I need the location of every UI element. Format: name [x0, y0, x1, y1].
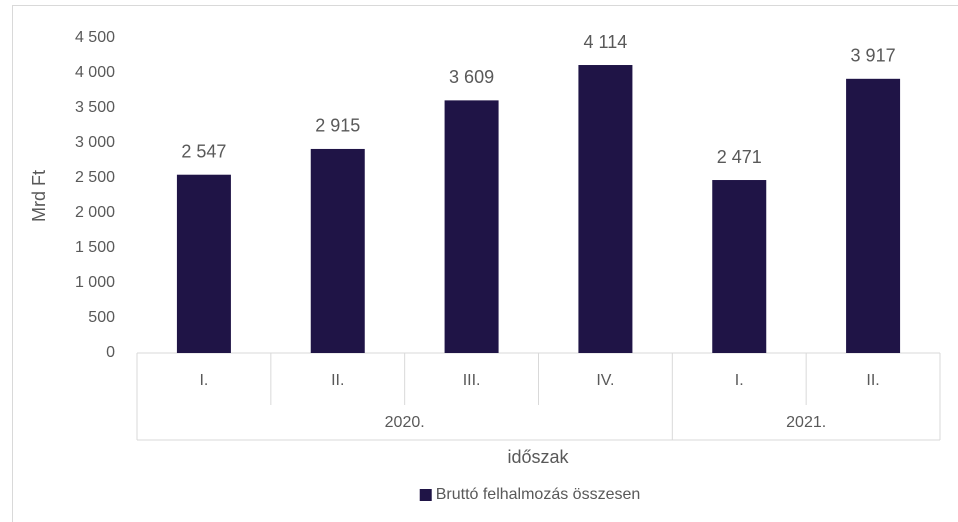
x-tick-label: I.: [199, 372, 208, 389]
y-tick-label: 3 000: [75, 134, 115, 151]
y-tick-label: 1 500: [75, 239, 115, 256]
data-label: 3 609: [449, 67, 494, 87]
data-label: 3 917: [851, 46, 896, 66]
x-tick-label: III.: [463, 372, 481, 389]
x-tick-label: IV.: [596, 372, 614, 389]
bar: [712, 180, 767, 353]
y-tick-label: 2 500: [75, 169, 115, 186]
y-tick-label: 500: [88, 309, 115, 326]
bar: [578, 65, 633, 354]
y-axis-label: Mrd Ft: [29, 170, 49, 222]
x-tick-label: I.: [735, 372, 744, 389]
x-axis-label: időszak: [507, 447, 569, 467]
data-label: 2 915: [315, 116, 360, 136]
data-label: 4 114: [584, 32, 628, 52]
data-label: 2 547: [181, 141, 226, 161]
y-tick-label: 4 000: [75, 64, 115, 81]
y-tick-label: 1 000: [75, 274, 115, 291]
y-tick-label: 2 000: [75, 204, 115, 221]
bar: [310, 148, 365, 353]
bar: [444, 100, 499, 354]
bar: [176, 174, 231, 353]
x-tick-label: II.: [866, 372, 879, 389]
group-label: 2021.: [786, 414, 826, 431]
x-tick-label: II.: [331, 372, 344, 389]
y-tick-label: 3 500: [75, 99, 115, 116]
legend-swatch: [419, 489, 432, 501]
group-label: 2020.: [385, 414, 425, 431]
data-label: 2 471: [717, 147, 762, 167]
chart-border: [12, 5, 958, 522]
legend-label: Bruttó felhalmozás összesen: [436, 486, 641, 503]
bar: [846, 78, 901, 353]
y-tick-label: 4 500: [75, 29, 115, 46]
y-tick-label: 0: [106, 344, 115, 361]
